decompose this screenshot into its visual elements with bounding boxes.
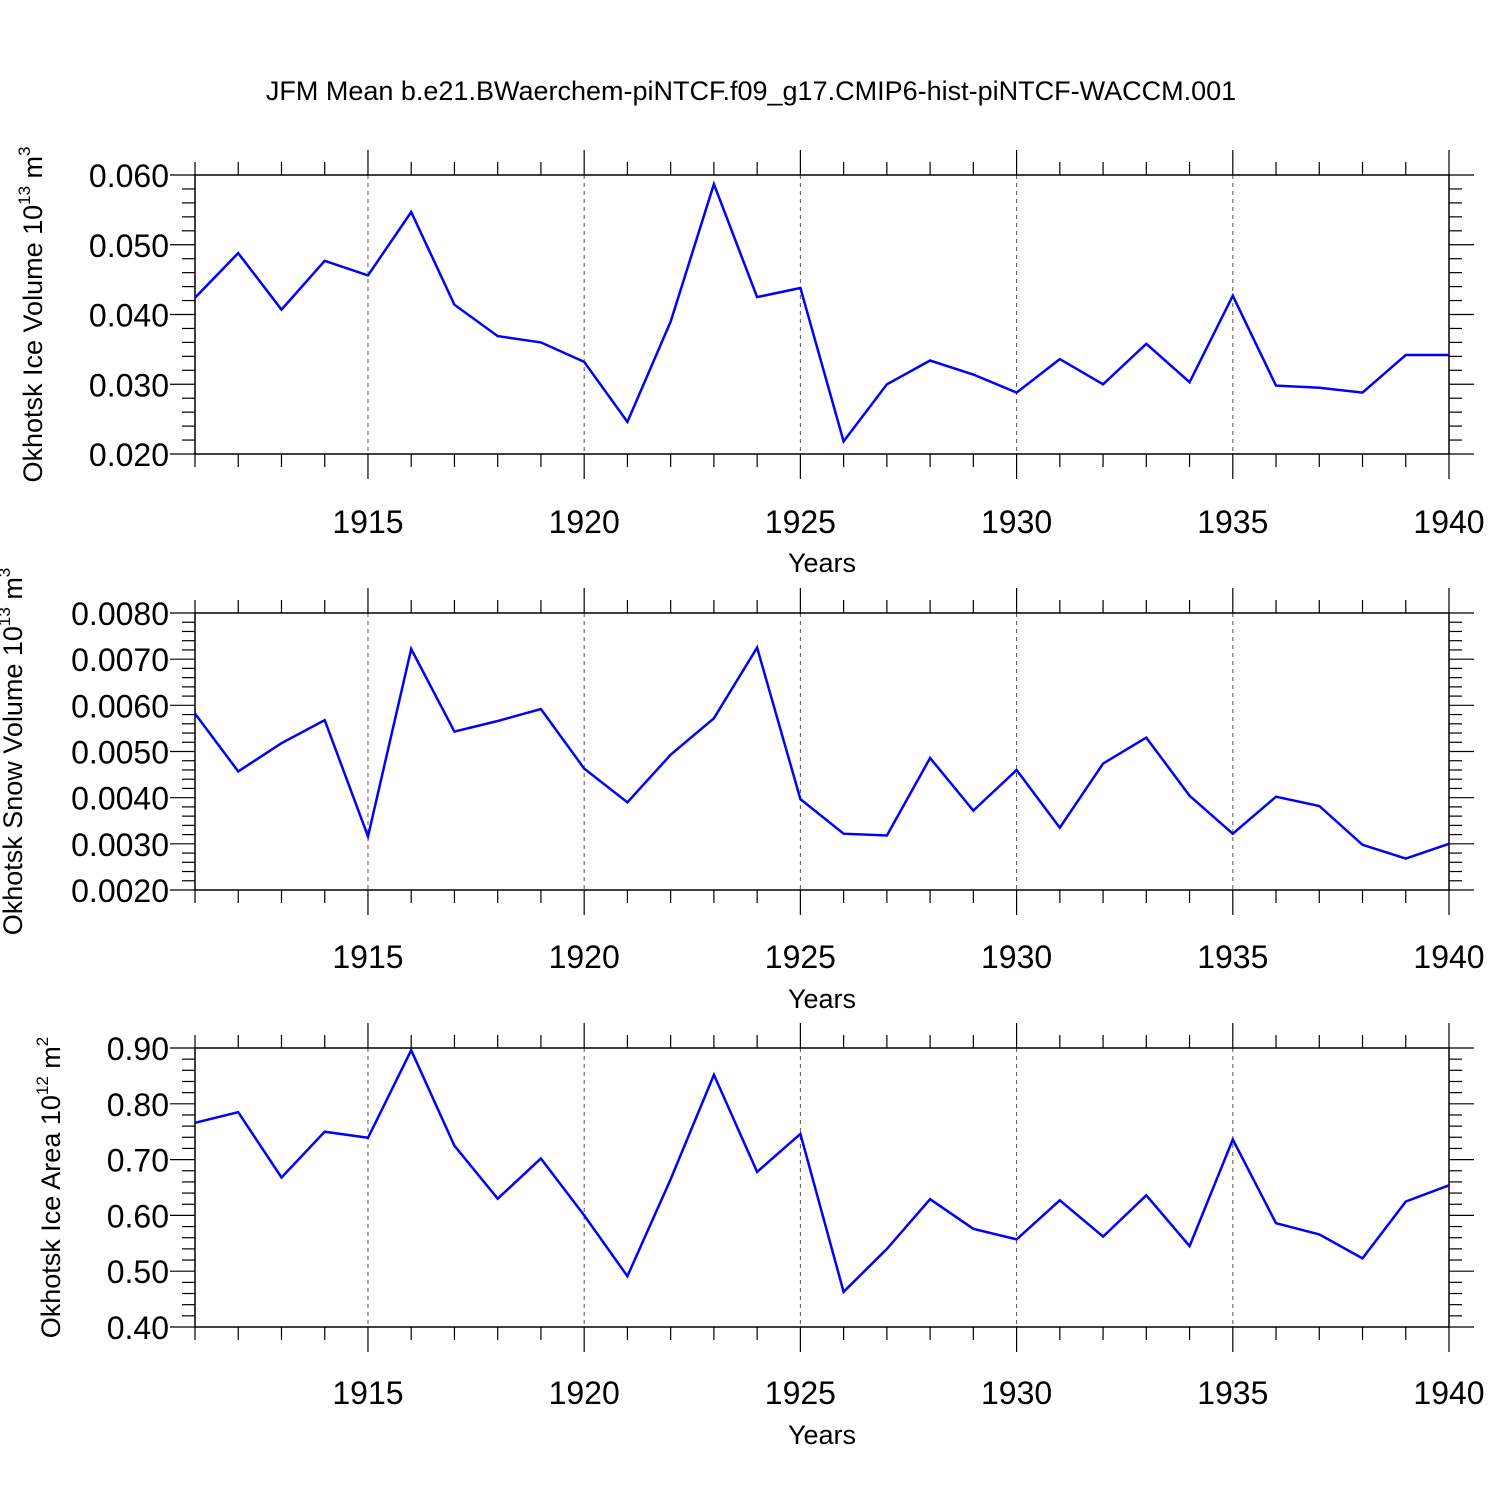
y-tick-label: 0.40 (107, 1310, 169, 1346)
y-tick-label: 0.060 (89, 158, 169, 194)
series-line (194, 180, 1449, 445)
y-axis-title: Okhotsk Ice Area 1012 m2 (33, 1037, 66, 1339)
plot-frame (194, 1047, 1450, 1328)
y-tick-label: 0.020 (89, 437, 169, 473)
x-tick-label: 1935 (1197, 504, 1268, 540)
x-tick-label: 1940 (1413, 504, 1484, 540)
x-axis-title: Years (788, 1420, 856, 1450)
x-tick-label: 1940 (1413, 939, 1484, 975)
y-tick-label: 0.0080 (71, 596, 169, 632)
panel-2: 0.0020 0.0030 0.0040 0.0050 0.0060 0.0070 0.00… (0, 568, 1485, 1014)
y-axis-title-exponent: 13 (15, 186, 34, 205)
y-tick-label: 0.050 (89, 228, 169, 264)
chart-title: JFM Mean b.e21.BWaerchem-piNTCF.f09_g17.… (266, 76, 1236, 106)
y-tick-label: 0.70 (107, 1143, 169, 1179)
y-tick-label: 0.040 (89, 298, 169, 334)
plot-frame (194, 612, 1450, 891)
y-axis-title: Okhotsk Ice Volume 1013 m3 (15, 146, 48, 482)
y-axis-title-unit-exponent: 3 (15, 146, 34, 155)
y-axis-title: Okhotsk Snow Volume 1013 m3 (0, 568, 28, 936)
y-tick-label: 0.0020 (71, 873, 169, 909)
series-line (194, 1047, 1450, 1295)
y-axis-title-text: Okhotsk Ice Volume 10 (18, 205, 48, 483)
y-axis-title-text: Okhotsk Ice Area 10 (36, 1095, 66, 1338)
panel-3: 0.40 0.50 0.60 0.70 0.80 0.90 1915 1920 1925 1930… (33, 1023, 1485, 1450)
y-tick-label: 0.0050 (71, 735, 169, 771)
x-tick-label: 1925 (765, 1375, 836, 1411)
x-tick-label: 1920 (549, 939, 620, 975)
y-tick-label: 0.0040 (71, 781, 169, 817)
y-tick-label: 0.80 (107, 1087, 169, 1123)
y-tick-label: 0.50 (107, 1254, 169, 1290)
x-tick-label: 1920 (549, 504, 620, 540)
x-tick-label: 1930 (981, 504, 1052, 540)
x-tick-label: 1935 (1197, 939, 1268, 975)
x-tick-label: 1920 (549, 1375, 620, 1411)
x-tick-label: 1915 (332, 1375, 403, 1411)
y-axis-title-unit-exponent: 2 (33, 1037, 52, 1046)
x-tick-label: 1935 (1197, 1375, 1268, 1411)
panels: 0.020 0.030 0.040 0.050 0.060 1915 1920 1925 193… (0, 146, 1485, 1450)
y-axis-title-exponent: 12 (33, 1076, 52, 1095)
y-axis-title-unit: m (18, 156, 48, 186)
x-tick-label: 1940 (1413, 1375, 1484, 1411)
y-tick-label: 0.90 (107, 1031, 169, 1067)
x-tick-label: 1930 (981, 1375, 1052, 1411)
x-axis-title: Years (788, 548, 856, 578)
x-tick-label: 1925 (765, 939, 836, 975)
series-line (193, 644, 1450, 860)
x-tick-label: 1915 (332, 939, 403, 975)
y-axis-title-unit-exponent: 3 (0, 568, 14, 577)
x-axis-title: Years (788, 984, 856, 1014)
y-axis-title-text: Okhotsk Snow Volume 10 (0, 626, 28, 935)
y-tick-label: 0.030 (89, 367, 169, 403)
y-tick-label: 0.0030 (71, 827, 169, 863)
x-tick-label: 1930 (981, 939, 1052, 975)
y-axis-title-exponent: 13 (0, 607, 14, 626)
plot-frame (194, 174, 1450, 455)
x-tick-label: 1915 (332, 504, 403, 540)
y-tick-label: 0.0060 (71, 688, 169, 724)
y-axis-title-unit: m (36, 1046, 66, 1076)
y-axis-title-unit: m (0, 577, 28, 607)
y-tick-label: 0.0070 (71, 642, 169, 678)
y-tick-label: 0.60 (107, 1198, 169, 1234)
x-tick-label: 1925 (765, 504, 836, 540)
panel-1: 0.020 0.030 0.040 0.050 0.060 1915 1920 1925 193… (15, 146, 1485, 578)
